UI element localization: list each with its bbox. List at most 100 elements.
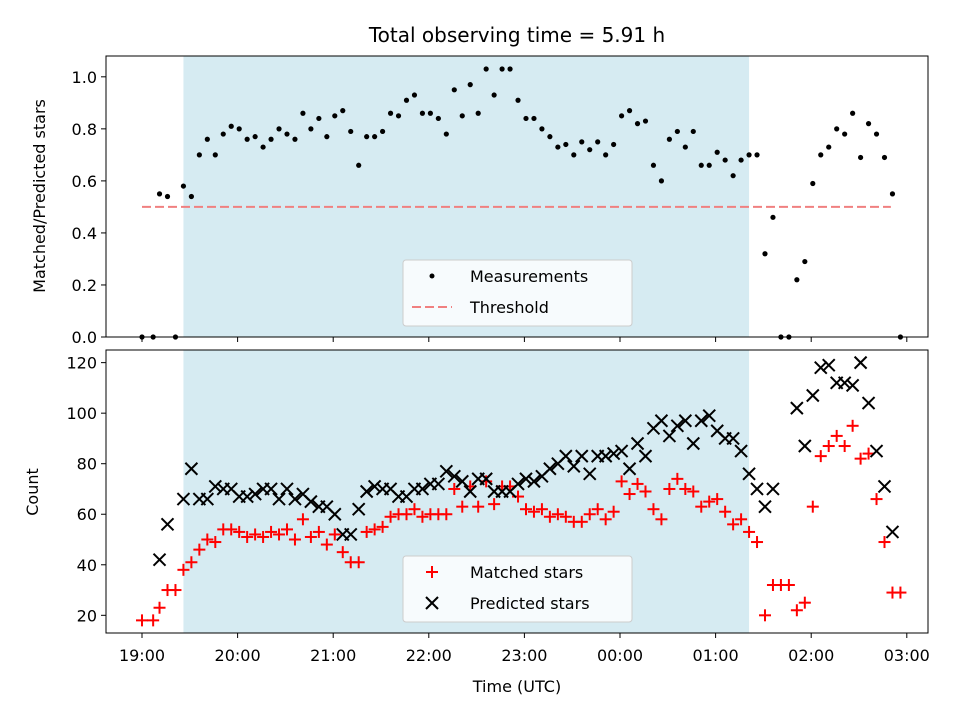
measurement-point — [579, 139, 585, 145]
predicted-stars-point — [798, 439, 812, 453]
measurement-point — [268, 136, 274, 142]
matched-stars-point — [193, 543, 206, 556]
x-tick-label: 01:00 — [693, 646, 739, 665]
measurement-point — [555, 144, 561, 150]
measurement-point — [618, 113, 625, 119]
predicted-stars-point — [583, 467, 597, 481]
measurement-point — [483, 66, 489, 72]
predicted-stars-point — [814, 360, 828, 375]
chart-title: Total observing time = 5.91 h — [368, 23, 665, 47]
matched-stars-point — [336, 546, 349, 559]
predicted-stars-point — [280, 482, 294, 496]
measurement-point — [658, 178, 665, 184]
predicted-stars-point — [519, 472, 533, 486]
predicted-stars-point — [742, 467, 756, 481]
x-tick-label: 20:00 — [215, 646, 261, 665]
predicted-stars-point — [750, 482, 764, 496]
matched-stars-point — [639, 485, 652, 498]
measurement-point — [403, 97, 410, 103]
measurement-point — [395, 113, 402, 119]
predicted-stars-point — [702, 408, 716, 423]
measurement-point — [164, 193, 171, 200]
predicted-stars-point — [686, 436, 701, 451]
matched-stars-point — [615, 475, 628, 488]
matched-stars-point — [408, 503, 421, 516]
measurement-point — [818, 152, 824, 158]
measurement-point — [316, 115, 322, 122]
y-tick-label: 0.2 — [72, 276, 97, 295]
measurement-point — [228, 123, 234, 129]
measurement-point — [308, 126, 314, 132]
legend-measurement-marker — [429, 273, 435, 279]
y-tick-label: 60 — [77, 505, 97, 524]
measurement-point — [642, 118, 649, 124]
y-tick-label: 1.0 — [72, 68, 97, 87]
matched-stars-point — [328, 528, 341, 541]
measurement-point — [698, 162, 704, 168]
measurement-point — [212, 152, 218, 158]
measurement-point — [204, 136, 210, 142]
matched-stars-point — [758, 609, 771, 622]
measurement-point — [411, 92, 418, 98]
measurement-point — [523, 115, 529, 122]
predicted-stars-point — [606, 446, 621, 461]
predicted-stars-point — [160, 517, 175, 532]
predicted-stars-point — [415, 482, 430, 496]
y-tick-label: 0.0 — [72, 328, 97, 347]
x-tick-label: 23:00 — [501, 646, 547, 665]
measurement-point — [857, 154, 864, 161]
predicted-stars-point — [861, 396, 876, 410]
measurement-point — [515, 97, 521, 103]
measurement-point — [873, 131, 880, 137]
matched-stars-point — [790, 604, 803, 617]
matched-stars-point — [695, 500, 708, 513]
matched-stars-point — [201, 533, 214, 546]
matched-stars-point — [870, 493, 883, 506]
measurement-point — [364, 134, 370, 140]
measurement-point — [810, 180, 816, 187]
measurement-point — [491, 92, 497, 98]
predicted-stars-point — [845, 378, 860, 393]
measurement-point — [292, 136, 298, 142]
measurement-point — [332, 113, 338, 119]
count-legend-box — [402, 555, 633, 623]
matched-stars-point — [288, 533, 301, 546]
predicted-stars-point — [670, 419, 685, 433]
matched-stars-point — [814, 450, 827, 463]
predicted-stars-point — [463, 484, 477, 499]
predicted-stars-point — [176, 492, 191, 506]
predicted-stars-point — [806, 388, 820, 403]
predicted-stars-point — [240, 489, 254, 504]
measurement-point — [379, 128, 386, 135]
matched-stars-point — [647, 503, 660, 516]
matched-stars-point — [687, 485, 700, 498]
count-points — [136, 355, 907, 627]
measurement-point — [587, 147, 593, 153]
measurement-point — [666, 136, 672, 142]
legend-predicted-label: Predicted stars — [470, 594, 590, 613]
matched-stars-point — [400, 508, 413, 521]
predicted-stars-point — [328, 507, 342, 521]
matched-stars-point — [241, 530, 254, 543]
measurement-point — [722, 157, 728, 163]
ratio-y-axis-label: Matched/Predicted stars — [30, 99, 49, 293]
predicted-stars-point — [479, 472, 493, 486]
matched-stars-point — [472, 500, 485, 513]
predicted-stars-point — [152, 553, 167, 567]
measurement-point — [244, 136, 250, 142]
matched-stars-point — [679, 482, 692, 495]
matched-stars-point — [249, 528, 262, 541]
measurement-point — [387, 110, 394, 116]
measurement-point — [746, 152, 752, 158]
y-tick-label: 0.4 — [72, 224, 97, 243]
matched-stars-point — [854, 452, 867, 465]
measurement-point — [754, 152, 760, 158]
measurement-point — [539, 126, 545, 132]
measurement-point — [865, 121, 872, 127]
matched-stars-point — [519, 503, 532, 516]
measurement-points — [139, 66, 904, 340]
predicted-stars-point — [877, 479, 892, 494]
predicted-stars-point — [288, 492, 302, 506]
predicted-stars-point — [853, 355, 868, 370]
